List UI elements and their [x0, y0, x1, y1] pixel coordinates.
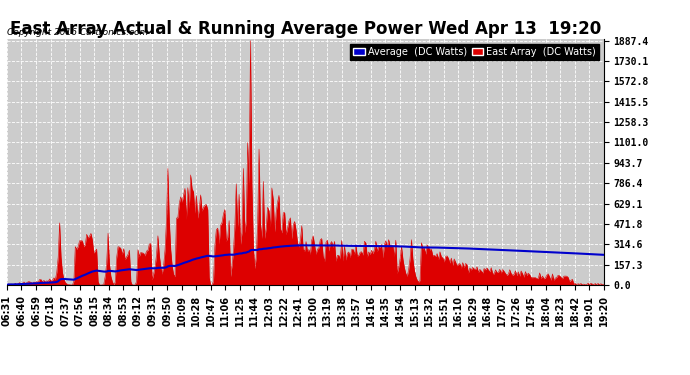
- Title: East Array Actual & Running Average Power Wed Apr 13  19:20: East Array Actual & Running Average Powe…: [10, 20, 601, 38]
- Legend: Average  (DC Watts), East Array  (DC Watts): Average (DC Watts), East Array (DC Watts…: [350, 44, 599, 60]
- Text: Copyright 2016 Cartronics.com: Copyright 2016 Cartronics.com: [7, 28, 148, 37]
